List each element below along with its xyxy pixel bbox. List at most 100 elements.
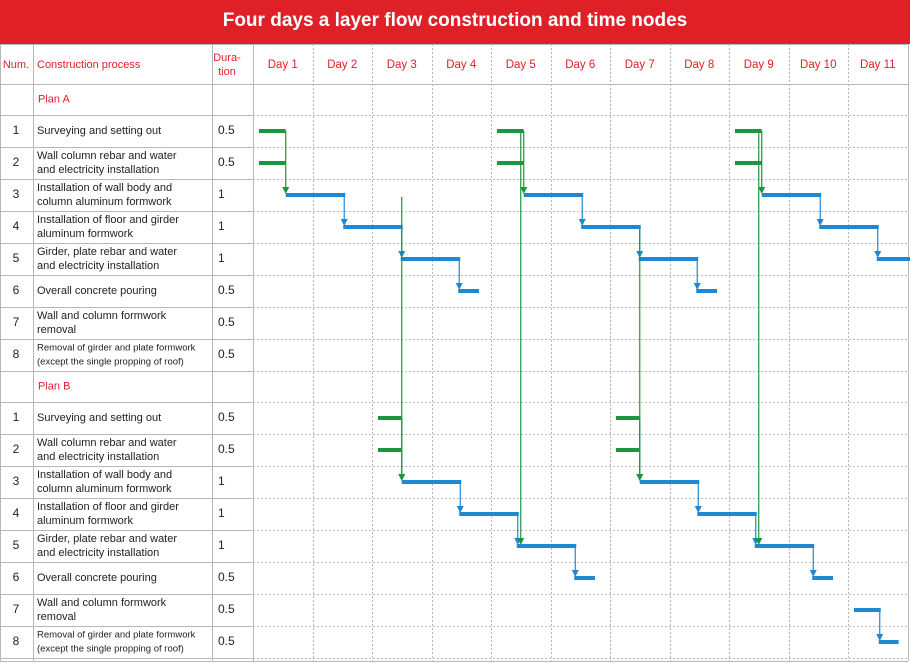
task-duration: 1 <box>218 251 225 265</box>
task-process: Girder, plate rebar and water <box>37 246 177 258</box>
task-num: 6 <box>13 283 20 297</box>
header-duration: tion <box>218 66 236 78</box>
task-process: (except the single propping of roof) <box>37 357 184 368</box>
task-process: Installation of floor and girder <box>37 214 179 226</box>
arrow-head <box>282 187 290 194</box>
arrow-head <box>636 474 644 481</box>
task-process: Wall column rebar and water <box>37 150 177 162</box>
task-process: Installation of floor and girder <box>37 501 179 513</box>
task-num: 5 <box>13 251 20 265</box>
task-duration: 0.5 <box>218 283 235 297</box>
header-duration: Dura- <box>213 52 241 64</box>
arrow-head <box>340 219 348 226</box>
title-bar <box>0 0 910 44</box>
task-process: Installation of wall body and <box>37 182 172 194</box>
chart-title: Four days a layer flow construction and … <box>222 10 688 31</box>
task-process: Installation of wall body and <box>37 469 172 481</box>
task-duration: 0.5 <box>218 634 235 648</box>
header-day: Day 2 <box>327 59 357 71</box>
task-duration: 1 <box>218 474 225 488</box>
header-day: Day 7 <box>625 59 655 71</box>
arrow-head <box>693 283 701 290</box>
header-num: Num. <box>3 59 29 71</box>
task-duration: 1 <box>218 506 225 520</box>
task-process: column aluminum formwork <box>37 196 172 208</box>
arrow-head <box>694 506 702 513</box>
task-process: Wall and column formwork <box>37 310 167 322</box>
header-day: Day 3 <box>387 59 417 71</box>
header-day: Day 5 <box>506 59 536 71</box>
task-process: Overall concrete pouring <box>37 572 157 584</box>
header-day: Day 4 <box>446 59 477 71</box>
task-process: column aluminum formwork <box>37 483 172 495</box>
task-process: Wall and column formwork <box>37 597 167 609</box>
header-day: Day 11 <box>860 59 896 71</box>
task-process: and electricity installation <box>37 547 159 559</box>
arrow-head <box>455 283 463 290</box>
header-day: Day 8 <box>684 59 714 71</box>
task-process: Removal of girder and plate formwork <box>37 630 196 641</box>
task-num: 3 <box>13 187 20 201</box>
task-process: and electricity installation <box>37 451 159 463</box>
header-day: Day 6 <box>565 59 595 71</box>
task-num: 1 <box>13 123 20 137</box>
task-num: 1 <box>13 410 20 424</box>
header-day: Day 9 <box>744 59 774 71</box>
task-process: removal <box>37 611 76 623</box>
task-num: 8 <box>13 347 20 361</box>
plan-label: Plan A <box>38 93 70 105</box>
task-process: and electricity installation <box>37 260 159 272</box>
task-process: Wall column rebar and water <box>37 437 177 449</box>
task-num: 6 <box>13 570 20 584</box>
task-num: 7 <box>13 315 20 329</box>
task-num: 2 <box>13 155 20 169</box>
task-process: (except the single propping of roof) <box>37 644 184 655</box>
task-num: 8 <box>13 634 20 648</box>
arrow-head <box>874 251 882 258</box>
arrow-head <box>755 538 763 545</box>
arrow-head <box>578 219 586 226</box>
task-duration: 0.5 <box>218 155 235 169</box>
arrow-head <box>456 506 464 513</box>
arrow-head <box>816 219 824 226</box>
task-process: Surveying and setting out <box>37 412 161 424</box>
task-duration: 0.5 <box>218 123 235 137</box>
arrow-head <box>571 570 579 577</box>
task-duration: 0.5 <box>218 442 235 456</box>
task-process: aluminum formwork <box>37 515 133 527</box>
task-num: 4 <box>13 506 20 520</box>
task-duration: 0.5 <box>218 347 235 361</box>
task-duration: 1 <box>218 187 225 201</box>
task-duration: 0.5 <box>218 315 235 329</box>
task-process: Girder, plate rebar and water <box>37 533 177 545</box>
task-process: Overall concrete pouring <box>37 285 157 297</box>
task-num: 5 <box>13 538 20 552</box>
task-duration: 0.5 <box>218 410 235 424</box>
grid-lines <box>0 44 909 662</box>
task-duration: 0.5 <box>218 570 235 584</box>
task-process: Removal of girder and plate formwork <box>37 343 196 354</box>
task-duration: 1 <box>218 219 225 233</box>
header-day: Day 10 <box>800 59 836 71</box>
header-process: Construction process <box>37 59 141 71</box>
task-num: 4 <box>13 219 20 233</box>
plan-label: Plan B <box>38 380 70 392</box>
task-duration: 1 <box>218 538 225 552</box>
task-num: 2 <box>13 442 20 456</box>
task-process: aluminum formwork <box>37 228 133 240</box>
header-day: Day 1 <box>268 59 298 71</box>
arrow-head <box>398 474 406 481</box>
task-duration: 0.5 <box>218 602 235 616</box>
task-num: 3 <box>13 474 20 488</box>
arrow-head <box>876 634 884 641</box>
arrow-head <box>520 187 528 194</box>
task-process: and electricity installation <box>37 164 159 176</box>
arrow-head <box>517 538 525 545</box>
bars <box>258 129 910 644</box>
task-process: Surveying and setting out <box>37 125 161 137</box>
task-num: 7 <box>13 602 20 616</box>
arrow-head <box>758 187 766 194</box>
arrow-head <box>809 570 817 577</box>
task-process: removal <box>37 324 76 336</box>
